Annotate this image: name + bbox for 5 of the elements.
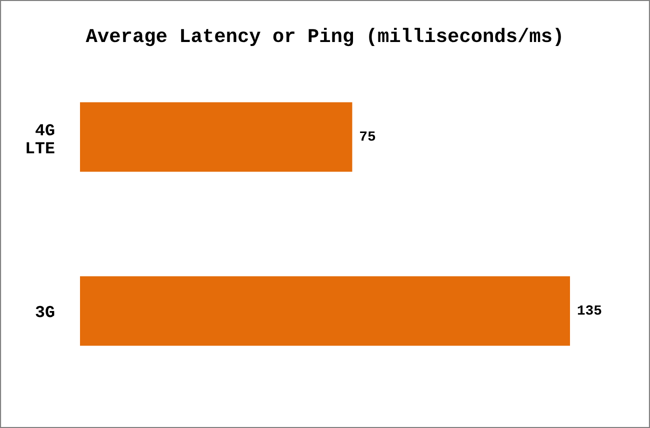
chart-title: Average Latency or Ping (milliseconds/ms) [86,28,561,46]
y-tick-label: 4G LTE [26,124,54,154]
data-label: 135 [578,305,602,315]
data-label: 75 [360,131,376,141]
y-tick-label: 3G [36,306,54,318]
